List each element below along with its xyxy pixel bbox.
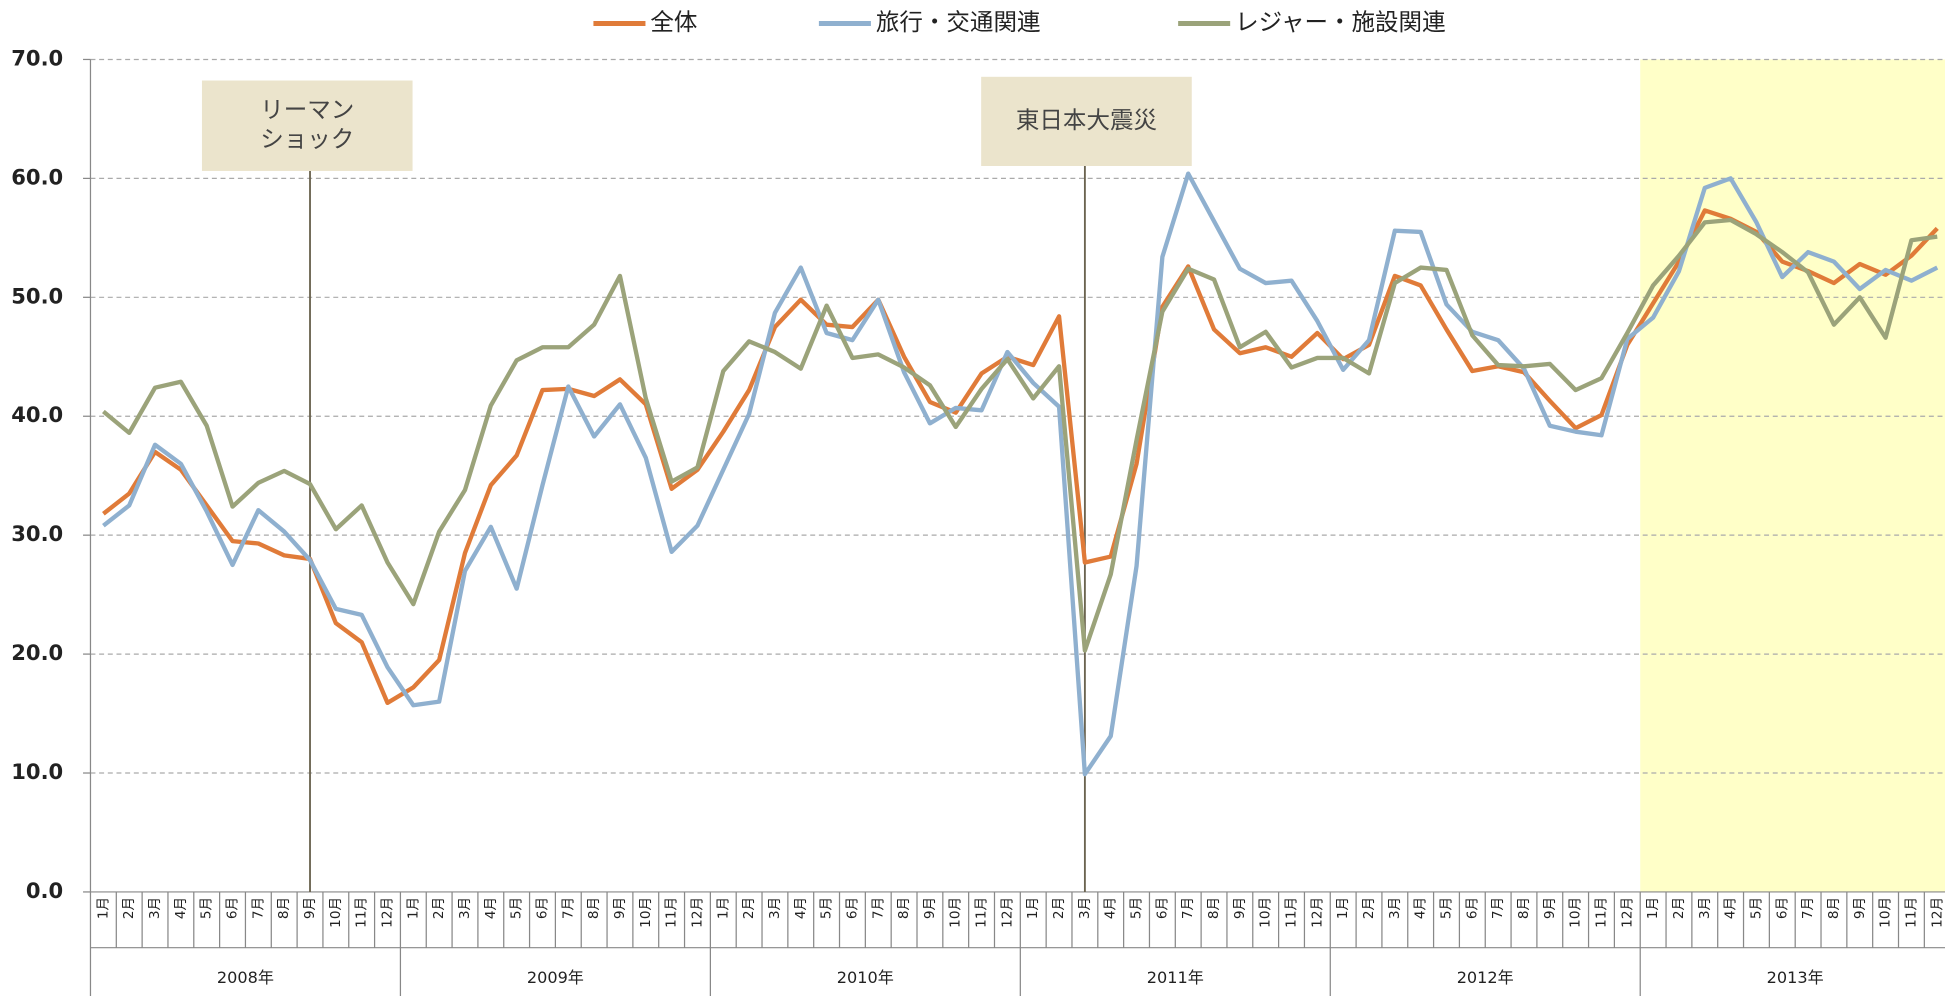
y-tick-label: 10.0: [11, 759, 63, 784]
series-line: [102, 217, 1938, 653]
x-tick-label: 1月: [95, 897, 111, 919]
y-tick-label: 20.0: [11, 640, 63, 665]
x-tick-label: 11月: [974, 897, 990, 928]
x-tick-label: 9月: [922, 897, 938, 919]
x-tick-label: 6月: [1154, 897, 1170, 919]
x-tick-label: 11月: [354, 897, 370, 928]
y-tick-label: 50.0: [11, 283, 63, 308]
x-tick-label: 1月: [1335, 897, 1351, 919]
x-tick-label: 10月: [638, 897, 654, 928]
year-label: 2008年: [217, 968, 274, 987]
x-tick-label: 10月: [1878, 897, 1894, 928]
legend-label: 全体: [650, 8, 697, 36]
x-tick-label: 5月: [1748, 897, 1764, 919]
x-tick-label: 11月: [1903, 897, 1919, 928]
x-tick-label: 12月: [689, 897, 705, 928]
annotation-box: [981, 76, 1192, 166]
x-tick-label: 3月: [767, 897, 783, 919]
x-tick-label: 2月: [431, 897, 447, 919]
x-tick-label: 3月: [1697, 897, 1713, 919]
annotation-box: [201, 80, 413, 171]
x-tick-label: 8月: [276, 897, 292, 919]
x-tick-label: 2月: [741, 897, 757, 919]
x-tick-label: 5月: [199, 897, 215, 919]
x-tick-label: 8月: [1826, 897, 1842, 919]
x-tick-label: 12月: [999, 897, 1015, 928]
x-tick-label: 3月: [1387, 897, 1403, 919]
highlight-band: [1640, 59, 1945, 892]
x-tick-label: 3月: [1077, 897, 1093, 919]
x-tick-label: 6月: [1774, 897, 1790, 919]
annotation-text: リーマン: [260, 95, 354, 123]
series-line: [102, 171, 1939, 777]
x-tick-label: 4月: [1723, 897, 1739, 919]
x-tick-label: 4月: [173, 897, 189, 919]
x-tick-label: 11月: [1284, 897, 1300, 928]
x-tick-label: 5月: [509, 897, 525, 919]
x-tick-label: 7月: [1180, 897, 1196, 919]
x-tick-label: 8月: [1206, 897, 1222, 919]
x-tick-label: 7月: [560, 897, 576, 919]
year-label: 2012年: [1457, 968, 1514, 987]
x-tick-label: 1月: [1025, 897, 1041, 919]
y-tick-label: 0.0: [26, 878, 63, 903]
x-tick-label: 12月: [380, 897, 396, 928]
x-tick-label: 1月: [715, 897, 731, 919]
x-tick-label: 4月: [1413, 897, 1429, 919]
x-tick-label: 9月: [1852, 897, 1868, 919]
x-tick-label: 7月: [870, 897, 886, 919]
annotation-text: ショック: [260, 125, 354, 153]
x-tick-label: 9月: [1232, 897, 1248, 919]
year-label: 2013年: [1767, 968, 1824, 987]
x-tick-label: 12月: [1619, 897, 1635, 928]
x-tick-label: 1月: [405, 897, 421, 919]
x-tick-label: 12月: [1309, 897, 1325, 928]
legend-label: レジャー・施設関連: [1235, 8, 1445, 36]
x-tick-label: 3月: [147, 897, 163, 919]
x-tick-label: 2月: [1361, 897, 1377, 919]
x-tick-label: 8月: [1516, 897, 1532, 919]
x-tick-label: 11月: [1593, 897, 1609, 928]
x-tick-label: 6月: [844, 897, 860, 919]
x-tick-label: 7月: [1490, 897, 1506, 919]
x-tick-label: 6月: [225, 897, 241, 919]
x-tick-label: 2月: [1671, 897, 1687, 919]
x-tick-label: 11月: [664, 897, 680, 928]
x-tick-label: 6月: [534, 897, 550, 919]
x-tick-label: 9月: [1542, 897, 1558, 919]
year-label: 2009年: [527, 968, 584, 987]
x-tick-label: 4月: [1103, 897, 1119, 919]
x-tick-label: 12月: [1929, 897, 1945, 928]
x-tick-label: 8月: [896, 897, 912, 919]
y-tick-label: 40.0: [11, 402, 63, 427]
x-tick-label: 2月: [121, 897, 137, 919]
legend-label: 旅行・交通関連: [876, 8, 1041, 36]
annotation-text: 東日本大震災: [1016, 106, 1157, 134]
x-tick-label: 6月: [1464, 897, 1480, 919]
x-tick-label: 3月: [457, 897, 473, 919]
x-tick-label: 2月: [1051, 897, 1067, 919]
x-tick-label: 8月: [586, 897, 602, 919]
x-tick-label: 5月: [1129, 897, 1145, 919]
x-tick-label: 9月: [302, 897, 318, 919]
y-tick-label: 60.0: [11, 164, 63, 189]
x-tick-label: 10月: [1258, 897, 1274, 928]
x-tick-label: 4月: [483, 897, 499, 919]
year-label: 2010年: [837, 968, 894, 987]
x-tick-label: 10月: [948, 897, 964, 928]
x-tick-label: 1月: [1645, 897, 1661, 919]
year-label: 2011年: [1147, 968, 1204, 987]
y-tick-label: 70.0: [11, 45, 63, 70]
x-tick-label: 4月: [793, 897, 809, 919]
x-tick-label: 9月: [612, 897, 628, 919]
x-tick-label: 5月: [819, 897, 835, 919]
y-tick-label: 30.0: [11, 521, 63, 546]
x-tick-label: 5月: [1438, 897, 1454, 919]
x-tick-label: 10月: [328, 897, 344, 928]
x-tick-label: 7月: [250, 897, 266, 919]
x-tick-label: 7月: [1800, 897, 1816, 919]
x-tick-label: 10月: [1568, 897, 1584, 928]
